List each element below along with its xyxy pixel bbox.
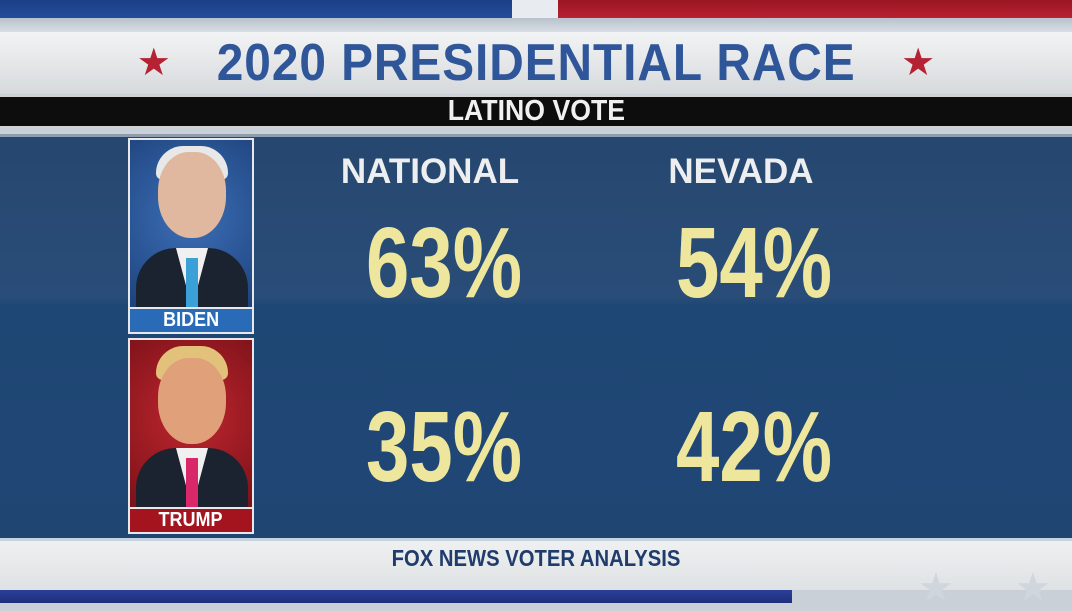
top-blue-stripe — [0, 0, 512, 18]
candidate-label-trump: TRUMP — [130, 507, 252, 532]
trump-portrait: TRUMP — [128, 338, 254, 534]
title-band — [0, 32, 1072, 94]
top-red-stripe — [558, 0, 1072, 18]
column-header-nevada: NEVADA — [668, 152, 814, 191]
top-shade — [0, 18, 1072, 32]
biden-portrait: BIDEN — [128, 138, 254, 334]
biden-national-value: 63% — [365, 207, 523, 319]
bottom-blue-stripe — [0, 590, 792, 603]
star-icon: ★ — [136, 42, 171, 84]
trump-nevada-value: 42% — [675, 391, 833, 503]
star-icon: ★ — [1015, 566, 1051, 610]
title-row: ★ 2020 PRESIDENTIAL RACE ★ — [0, 32, 1072, 94]
footer-band: FOX NEWS VOTER ANALYSIS — [0, 538, 1072, 590]
subtitle: LATINO VOTE — [447, 95, 625, 127]
trump-national-value: 35% — [365, 391, 523, 503]
column-header-national: NATIONAL — [340, 152, 520, 191]
page-title: 2020 PRESIDENTIAL RACE — [216, 34, 856, 92]
star-icon: ★ — [901, 42, 936, 84]
source-label: FOX NEWS VOTER ANALYSIS — [391, 545, 681, 571]
star-icon: ★ — [918, 566, 954, 610]
candidate-label-biden: BIDEN — [130, 307, 252, 332]
top-stripe-gap — [512, 0, 558, 18]
biden-nevada-value: 54% — [675, 207, 833, 319]
subtitle-band: LATINO VOTE — [0, 95, 1072, 128]
